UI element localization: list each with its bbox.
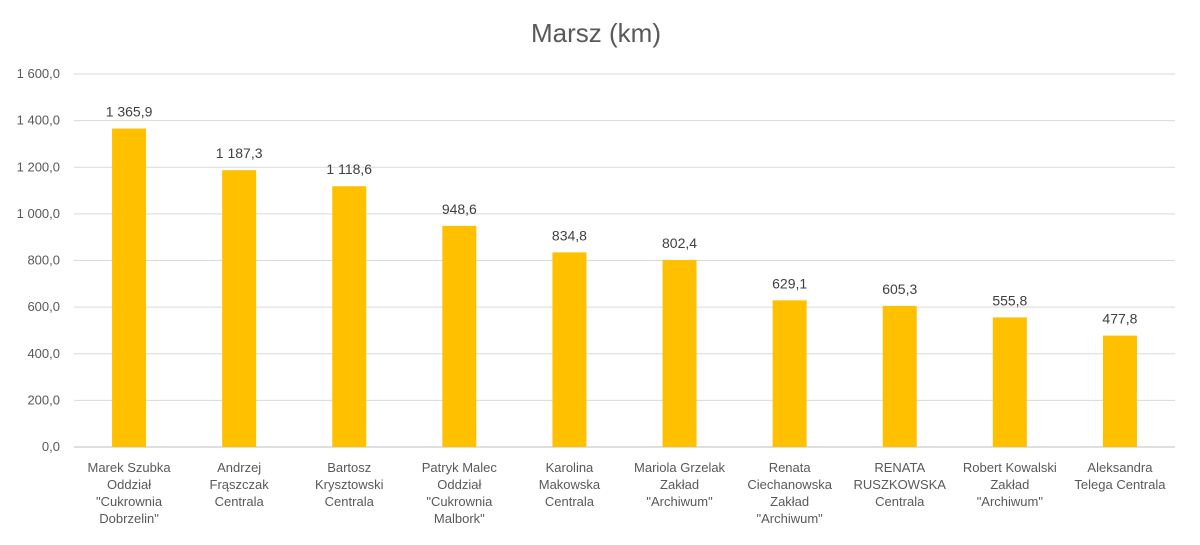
category-label-line: Makowska xyxy=(539,477,601,492)
y-tick-label: 800,0 xyxy=(27,253,60,268)
category-label-line: "Archiwum" xyxy=(977,494,1044,509)
gridlines xyxy=(74,73,1175,448)
category-label-line: Krysztowski xyxy=(315,477,384,492)
y-tick-label: 1 400,0 xyxy=(17,113,60,128)
y-tick-label: 400,0 xyxy=(27,346,60,361)
data-label: 834,8 xyxy=(552,227,587,243)
category-label-line: Centrala xyxy=(215,494,265,509)
category-label-line: Centrala xyxy=(325,494,375,509)
category-label: Marek Szubka Oddział "Cukrownia Dobrzelin" xyxy=(88,460,172,526)
category-label: Bartosz Krysztowski Centrala xyxy=(315,460,384,509)
category-label-line: Andrzej xyxy=(217,460,261,475)
bar xyxy=(662,259,697,447)
category-label: Andrzej Frąszczak Centrala xyxy=(210,460,270,509)
category-label-line: "Cukrownia xyxy=(426,494,493,509)
bar xyxy=(442,225,477,447)
category-label-line: Robert Kowalski xyxy=(963,460,1057,475)
category-label-line: Mariola Grzelak xyxy=(634,460,726,475)
category-label-line: Zakład xyxy=(990,477,1029,492)
category-label-line: Centrala xyxy=(545,494,595,509)
y-tick-label: 600,0 xyxy=(27,299,60,314)
category-label: Mariola Grzelak Zakład "Archiwum" xyxy=(634,460,726,509)
category-label-line: Centrala xyxy=(875,494,925,509)
bar xyxy=(992,317,1027,447)
category-label-line: "Cukrownia xyxy=(96,494,163,509)
category-label: RENATA RUSZKOWSKA Centrala xyxy=(854,460,947,509)
category-label-line: Ciechanowska xyxy=(747,477,832,492)
y-tick-label: 200,0 xyxy=(27,392,60,407)
y-tick-label: 1 200,0 xyxy=(17,159,60,174)
data-label: 1 187,3 xyxy=(216,145,263,161)
category-label-line: "Archiwum" xyxy=(646,494,713,509)
category-label: Karolina Makowska Centrala xyxy=(539,460,601,509)
category-label: Renata Ciechanowska Zakład "Archiwum" xyxy=(747,460,832,526)
data-labels: 1 365,9 1 187,3 1 118,6 948,6 834,8 802,4 629,… xyxy=(106,104,1138,327)
category-label-line: Patryk Malec xyxy=(422,460,498,475)
category-label-line: RENATA xyxy=(874,460,925,475)
category-label-line: Malbork" xyxy=(434,511,485,526)
bar xyxy=(112,128,147,447)
bar xyxy=(552,252,587,447)
bar xyxy=(1102,335,1137,447)
bar xyxy=(882,305,917,447)
category-label: Robert Kowalski Zakład "Archiwum" xyxy=(963,460,1057,509)
y-tick-label: 0,0 xyxy=(42,439,60,454)
category-label-line: Zakład xyxy=(770,494,809,509)
data-label: 948,6 xyxy=(442,201,477,217)
category-label-line: RUSZKOWSKA xyxy=(854,477,947,492)
category-label: Aleksandra Telega Centrala xyxy=(1074,460,1166,492)
y-axis-ticks: 0,0 200,0 400,0 600,0 800,0 1 000,0 1 200,0 1 4… xyxy=(17,66,60,454)
category-label-line: "Archiwum" xyxy=(757,511,824,526)
data-label: 477,8 xyxy=(1102,311,1137,327)
data-label: 555,8 xyxy=(992,292,1027,308)
chart-title: Marsz (km) xyxy=(531,18,661,48)
category-label-line: Oddział xyxy=(107,477,151,492)
category-label-line: Dobrzelin" xyxy=(99,511,159,526)
y-tick-label: 1 000,0 xyxy=(17,206,60,221)
category-label: Patryk Malec Oddział "Cukrownia Malbork" xyxy=(422,460,498,526)
data-label: 1 365,9 xyxy=(106,104,153,120)
data-label: 802,4 xyxy=(662,235,697,251)
category-label-line: Karolina xyxy=(546,460,594,475)
category-label-line: Telega Centrala xyxy=(1074,477,1166,492)
category-label-line: Bartosz xyxy=(327,460,371,475)
bar xyxy=(772,300,807,447)
category-label-line: Marek Szubka xyxy=(88,460,172,475)
category-label-line: Frąszczak xyxy=(210,477,270,492)
data-label: 605,3 xyxy=(882,281,917,297)
category-label-line: Zakład xyxy=(660,477,699,492)
category-label-line: Oddział xyxy=(437,477,481,492)
category-label-line: Renata xyxy=(769,460,812,475)
data-label: 629,1 xyxy=(772,275,807,291)
bar xyxy=(222,170,257,447)
category-labels: Marek Szubka Oddział "Cukrownia Dobrzelin" A… xyxy=(88,460,1167,526)
y-tick-label: 1 600,0 xyxy=(17,66,60,81)
category-label-line: Aleksandra xyxy=(1087,460,1153,475)
data-label: 1 118,6 xyxy=(326,161,372,177)
bars xyxy=(112,128,1137,447)
bar xyxy=(332,186,367,447)
